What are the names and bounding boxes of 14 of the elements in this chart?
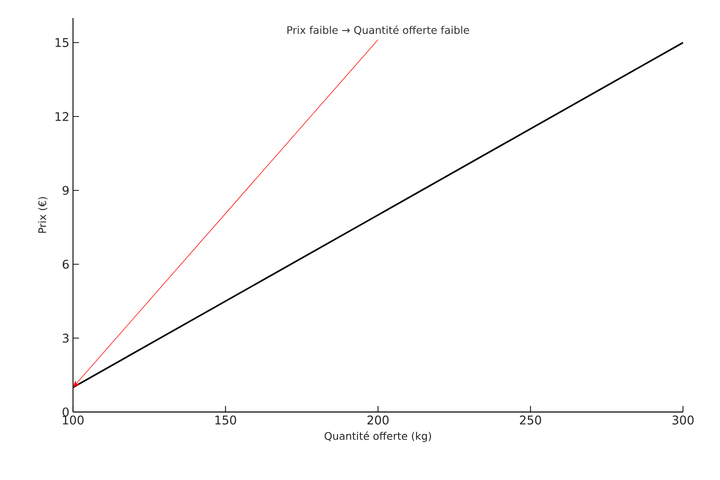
- y-tick-label: 6: [62, 260, 69, 269]
- annotation: Prix faible → Quantité offerte faible: [287, 25, 470, 36]
- y-tick-label: 0: [62, 407, 69, 417]
- x-tick-label: 100: [62, 416, 84, 425]
- y-tick-label: 15: [56, 38, 68, 48]
- y-tick-label: 3: [62, 334, 69, 343]
- y-axis-title: Prix (€): [38, 197, 48, 233]
- y-tick-label: 9: [62, 186, 69, 195]
- x-axis-title: Quantité offerte (kg): [324, 431, 432, 442]
- x-tick-label: 250: [520, 416, 542, 425]
- x-tick-label: 300: [672, 416, 694, 425]
- x-tick-label: 150: [215, 416, 236, 425]
- y-tick-label: 12: [56, 112, 68, 121]
- x-tick-label: 200: [367, 416, 389, 425]
